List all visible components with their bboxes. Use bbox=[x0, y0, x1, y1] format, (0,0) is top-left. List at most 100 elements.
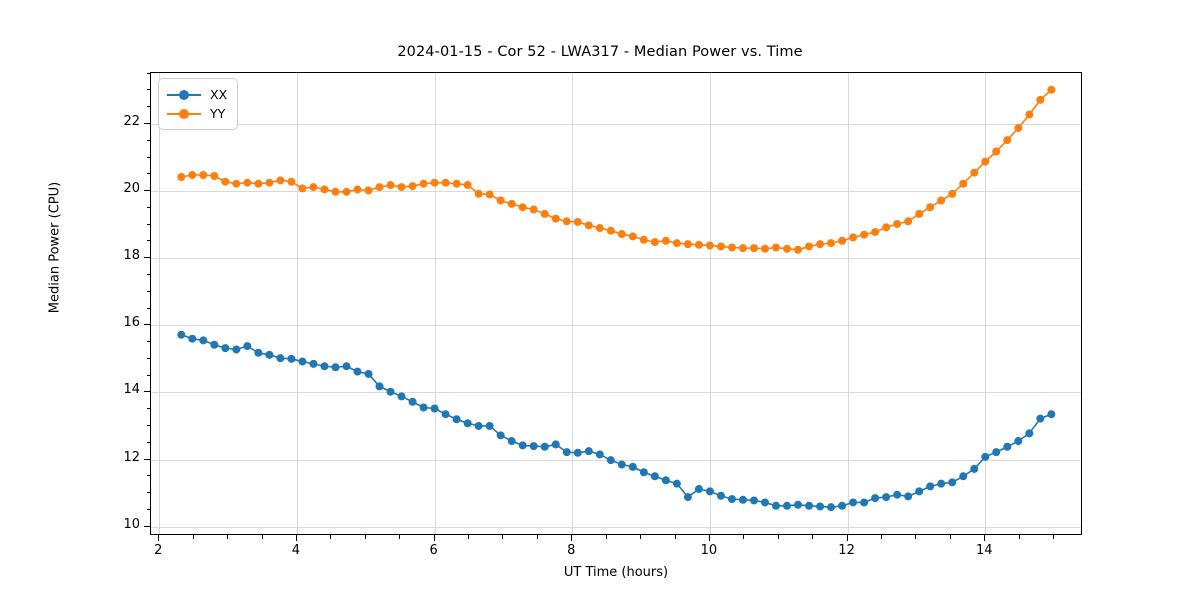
data-point bbox=[981, 157, 990, 166]
data-point bbox=[221, 344, 230, 353]
data-point bbox=[496, 431, 505, 440]
y-tick-minor bbox=[146, 273, 150, 275]
data-point bbox=[992, 448, 1001, 457]
data-point bbox=[276, 176, 285, 185]
y-tick-mark bbox=[144, 391, 150, 393]
y-tick-mark bbox=[144, 458, 150, 460]
y-tick-minor bbox=[146, 72, 150, 74]
data-point bbox=[805, 501, 814, 510]
x-tick-minor bbox=[261, 535, 263, 539]
data-point bbox=[838, 501, 847, 510]
data-point bbox=[419, 403, 428, 412]
y-tick-minor bbox=[146, 441, 150, 443]
data-point bbox=[441, 178, 450, 187]
series-line bbox=[181, 89, 1052, 251]
x-tick-minor bbox=[330, 535, 332, 539]
y-tick-minor bbox=[146, 139, 150, 141]
y-tick-mark bbox=[144, 324, 150, 326]
chart-title: 2024-01-15 - Cor 52 - LWA317 - Median Po… bbox=[397, 44, 803, 60]
data-point bbox=[1047, 85, 1056, 94]
data-point bbox=[397, 392, 406, 401]
data-point bbox=[276, 354, 285, 363]
data-point bbox=[1003, 442, 1012, 451]
data-point bbox=[419, 179, 428, 188]
x-tick-minor bbox=[536, 535, 538, 539]
data-series-layer bbox=[177, 85, 1056, 512]
data-point bbox=[540, 442, 549, 451]
data-point bbox=[177, 173, 186, 182]
data-point bbox=[1047, 410, 1056, 419]
data-point bbox=[860, 498, 869, 507]
data-point bbox=[772, 501, 780, 510]
x-tick-minor bbox=[640, 535, 642, 539]
data-point bbox=[650, 472, 659, 481]
data-point bbox=[1014, 437, 1023, 446]
data-point bbox=[606, 226, 615, 235]
data-point bbox=[221, 177, 230, 186]
y-tick-minor bbox=[146, 492, 150, 494]
data-point bbox=[452, 179, 461, 188]
data-point bbox=[915, 209, 924, 218]
data-point bbox=[485, 421, 494, 430]
data-point bbox=[937, 196, 946, 205]
grid-line-vertical bbox=[159, 73, 161, 534]
data-point bbox=[738, 244, 747, 253]
y-tick-minor bbox=[146, 307, 150, 309]
data-point bbox=[639, 468, 648, 477]
grid-line-vertical bbox=[296, 73, 298, 534]
data-point bbox=[507, 199, 516, 208]
data-point bbox=[705, 241, 714, 250]
data-point bbox=[331, 187, 340, 196]
data-point bbox=[882, 223, 891, 232]
x-tick-label: 8 bbox=[567, 543, 576, 558]
data-point bbox=[760, 498, 769, 507]
y-tick-minor bbox=[146, 424, 150, 426]
chart-legend[interactable]: XX YY bbox=[158, 78, 239, 130]
data-point bbox=[915, 487, 924, 496]
grid-line-vertical bbox=[847, 73, 849, 534]
data-point bbox=[254, 348, 263, 357]
data-point bbox=[904, 217, 913, 226]
grid-line-horizontal bbox=[151, 459, 1081, 461]
legend-swatch-xx bbox=[167, 88, 201, 102]
data-point bbox=[1025, 429, 1034, 438]
data-point bbox=[309, 183, 318, 192]
data-point bbox=[948, 478, 957, 487]
legend-item-xx[interactable]: XX bbox=[167, 85, 227, 104]
data-point bbox=[639, 235, 648, 244]
data-point bbox=[937, 479, 946, 488]
data-point bbox=[232, 179, 241, 188]
grid-line-horizontal bbox=[151, 123, 1081, 125]
data-point bbox=[584, 447, 593, 456]
data-point bbox=[199, 336, 208, 345]
data-point bbox=[353, 367, 362, 376]
data-point bbox=[364, 369, 373, 378]
y-tick-label: 10 bbox=[123, 516, 140, 532]
x-tick-label: 6 bbox=[429, 543, 438, 558]
legend-item-yy[interactable]: YY bbox=[167, 104, 227, 123]
data-point bbox=[970, 464, 979, 473]
grid-line-vertical bbox=[985, 73, 987, 534]
data-point bbox=[882, 493, 891, 502]
data-point bbox=[551, 440, 560, 449]
data-point bbox=[408, 182, 417, 191]
data-point bbox=[1036, 95, 1045, 104]
data-point bbox=[287, 177, 296, 186]
data-point bbox=[827, 239, 836, 248]
data-point bbox=[507, 437, 516, 446]
data-point bbox=[320, 185, 329, 194]
data-point bbox=[595, 224, 604, 232]
data-point bbox=[386, 181, 395, 190]
data-point bbox=[661, 236, 670, 245]
data-point bbox=[298, 184, 307, 193]
data-point bbox=[738, 495, 747, 504]
y-tick-minor bbox=[146, 357, 150, 359]
data-point bbox=[1025, 110, 1034, 119]
y-tick-minor bbox=[146, 89, 150, 91]
data-point bbox=[386, 387, 395, 396]
data-point bbox=[474, 421, 483, 430]
data-point bbox=[265, 350, 274, 359]
data-point bbox=[617, 230, 626, 239]
x-tick-mark bbox=[295, 535, 298, 541]
data-point bbox=[871, 228, 880, 237]
